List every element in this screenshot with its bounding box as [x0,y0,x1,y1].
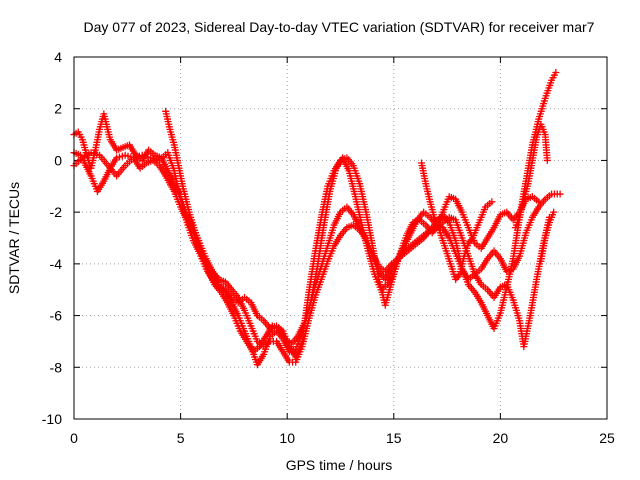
data-point [535,198,543,206]
series-7 [537,208,558,265]
y-axis-label: SDTVAR / TECUs [6,182,22,294]
data-point [543,156,551,164]
x-tick-label: 0 [70,430,78,446]
y-tick-label: -2 [50,204,63,220]
x-tick-label: 25 [599,430,615,446]
data-point [552,69,560,77]
data-point [556,190,564,198]
y-tick-label: -6 [50,308,63,324]
data-point [550,208,558,216]
x-tick-label: 15 [386,430,402,446]
series-4 [162,107,543,356]
x-tick-label: 20 [493,430,509,446]
y-tick-label: -10 [42,411,62,427]
y-tick-label: -8 [50,359,63,375]
chart-title: Day 077 of 2023, Sidereal Day-to-day VTE… [84,19,595,35]
y-tick-label: 0 [54,152,62,168]
y-tick-label: 4 [54,49,62,65]
plot-frame [73,56,608,420]
y-tick-label: -4 [50,256,63,272]
data-point [488,198,496,206]
y-tick-label: 2 [54,101,62,117]
x-axis-label: GPS time / hours [286,457,393,473]
x-tick-label: 5 [177,430,185,446]
series-6 [511,120,551,232]
x-tick-label: 10 [279,430,295,446]
ticks: 0 5 10 15 20 25 -10 -8 -6 -4 -2 0 2 4 [42,49,615,446]
series-5 [418,159,496,283]
